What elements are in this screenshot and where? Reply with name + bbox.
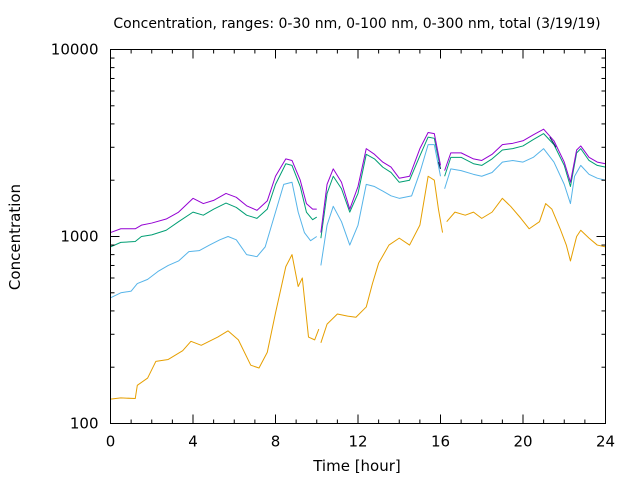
series-3-line	[110, 163, 318, 248]
series-4-line	[320, 131, 441, 233]
series-5-line	[437, 161, 441, 170]
x-tick-label: 16	[431, 433, 450, 451]
x-tick-label: 4	[188, 433, 198, 451]
x-axis-label: Time [hour]	[312, 457, 401, 475]
series-3-line	[444, 133, 606, 188]
series-1-line	[320, 175, 444, 343]
x-tick-label: 24	[596, 433, 615, 451]
x-tick-label: 20	[513, 433, 532, 451]
series-4-line	[110, 158, 317, 234]
y-tick-label: 10000	[51, 41, 99, 59]
series-3-line	[320, 136, 441, 239]
x-tick-label: 12	[348, 433, 367, 451]
series-4-line	[444, 128, 606, 183]
series-2-line	[444, 148, 606, 205]
series-2-line	[110, 181, 318, 299]
series-1-line	[110, 254, 320, 400]
plot-frame	[110, 49, 606, 424]
y-tick-label: 1000	[60, 228, 98, 246]
chart-title: Concentration, ranges: 0-30 nm, 0-100 nm…	[113, 16, 600, 32]
x-tick-label: 8	[271, 433, 281, 451]
series-1-line	[446, 197, 606, 262]
y-axis-label: Concentration	[6, 184, 24, 290]
x-tick-label: 0	[106, 433, 116, 451]
x-ticks: 0 4 8 12 16 20 24	[106, 49, 615, 451]
y-tick-label: 100	[70, 415, 99, 433]
series-5-line	[549, 136, 557, 148]
series-2-line	[320, 144, 441, 266]
series-group	[110, 128, 606, 400]
y-ticks: 100 1000 10000	[51, 41, 606, 433]
